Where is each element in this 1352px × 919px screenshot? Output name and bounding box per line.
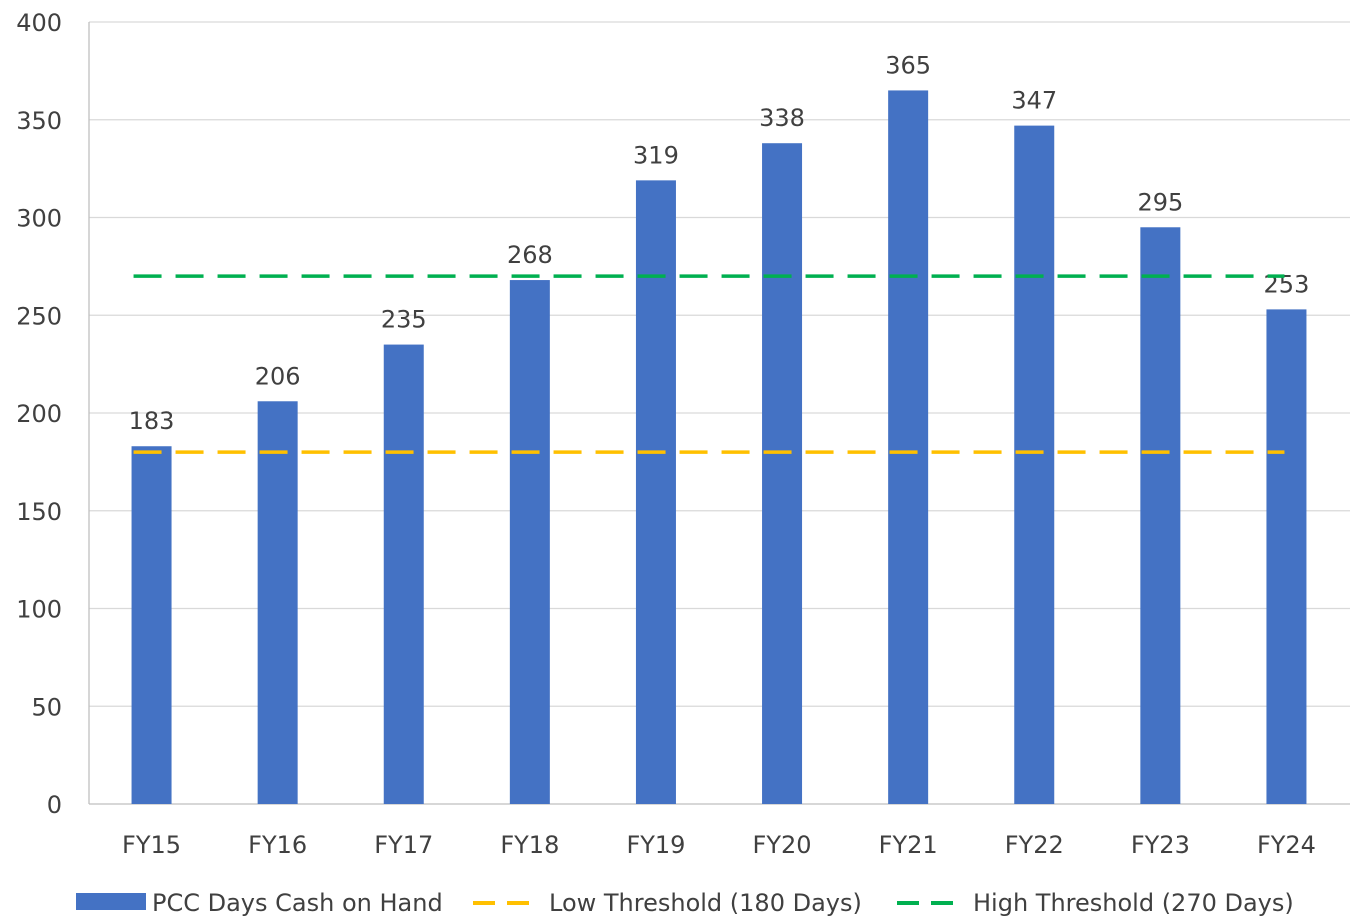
y-axis: 0 50 100 150 200 250 300 350 400 — [16, 9, 90, 819]
y-tick-label: 200 — [16, 400, 62, 428]
legend: PCC Days Cash on Hand Low Threshold (180 … — [76, 889, 1294, 917]
legend-label: PCC Days Cash on Hand — [152, 889, 443, 917]
bar-value-label: 235 — [381, 306, 427, 334]
x-tick-label: FY20 — [753, 831, 812, 859]
x-axis: FY15 FY16 FY17 FY18 FY19 FY20 FY21 FY22 FY23 FY24 — [122, 831, 1316, 859]
bar — [888, 90, 929, 805]
bar — [383, 344, 424, 804]
bar-value-label: 365 — [885, 51, 931, 79]
bar-value-label: 319 — [633, 141, 679, 169]
x-tick-label: FY15 — [122, 831, 181, 859]
bar-value-label: 206 — [255, 362, 301, 390]
x-tick-label: FY16 — [248, 831, 307, 859]
y-tick-label: 250 — [16, 302, 62, 330]
legend-swatch-bar — [76, 893, 146, 910]
legend-label: High Threshold (270 Days) — [973, 889, 1294, 917]
x-tick-label: FY22 — [1005, 831, 1064, 859]
x-tick-label: FY18 — [500, 831, 559, 859]
gridlines — [89, 21, 1350, 805]
bar-value-label: 347 — [1011, 87, 1057, 115]
bar — [762, 143, 803, 804]
y-tick-label: 150 — [16, 498, 62, 526]
bar-value-label: 268 — [507, 241, 553, 269]
threshold-lines — [133, 274, 1285, 454]
bar — [1266, 309, 1307, 804]
legend-label: Low Threshold (180 Days) — [549, 889, 862, 917]
y-tick-label: 100 — [16, 596, 62, 624]
bar-value-label: 338 — [759, 104, 805, 132]
y-tick-label: 300 — [16, 205, 62, 233]
bar — [257, 401, 298, 804]
x-tick-label: FY21 — [879, 831, 938, 859]
x-tick-label: FY23 — [1131, 831, 1190, 859]
bar — [509, 280, 550, 804]
bar-series — [131, 90, 1307, 805]
bar — [1014, 125, 1055, 805]
y-tick-label: 50 — [31, 693, 62, 721]
bar — [131, 446, 172, 804]
y-tick-label: 350 — [16, 107, 62, 135]
bar — [635, 180, 676, 805]
y-tick-label: 0 — [47, 791, 62, 819]
x-tick-label: FY17 — [374, 831, 433, 859]
bar-value-label: 295 — [1137, 188, 1183, 216]
bar — [1140, 227, 1181, 804]
x-tick-label: FY19 — [626, 831, 685, 859]
bar-value-label: 183 — [129, 407, 175, 435]
x-tick-label: FY24 — [1257, 831, 1316, 859]
y-tick-label: 400 — [16, 9, 62, 37]
